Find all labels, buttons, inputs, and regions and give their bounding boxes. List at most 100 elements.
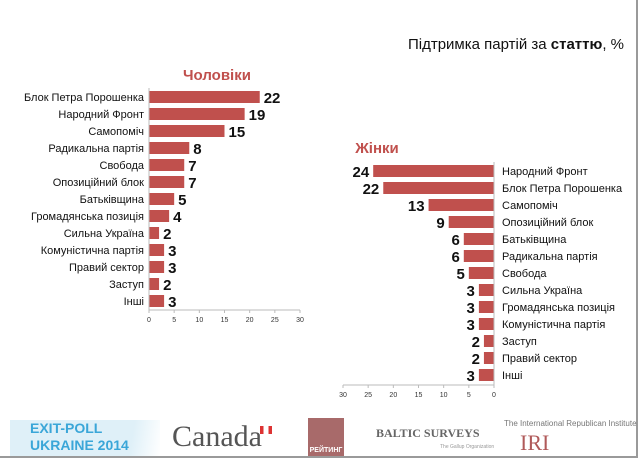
bar [149,261,165,273]
data-label: 24 [353,164,370,181]
x-tick-label: 15 [221,317,229,324]
category-label: Народний Фронт [58,109,144,121]
data-label: 4 [173,209,182,226]
bar [149,193,175,205]
x-tick-label: 5 [467,392,471,399]
exit-poll-logo: EXIT-POLL UKRAINE 2014 [10,420,160,456]
category-label: Опозиційний блок [502,217,593,229]
x-tick-label: 30 [339,392,347,399]
x-tick-label: 0 [147,317,151,324]
data-label: 3 [168,294,176,311]
category-label: Народний Фронт [502,166,588,178]
bar [463,250,494,262]
category-label: Правий сектор [502,353,577,365]
bar [149,210,170,222]
category-label: Радикальна партія [48,143,144,155]
bar [428,199,494,211]
category-label: Батьківщина [80,194,145,206]
data-label: 3 [168,243,176,260]
bar [383,182,494,194]
category-label: Громадянська позиція [31,211,144,223]
category-label: Радикальна партія [502,251,598,263]
data-label: 7 [188,175,196,192]
x-tick-label: 10 [440,392,448,399]
data-label: 22 [264,90,281,107]
data-label: 19 [249,107,266,124]
exit-line1: EXIT-POLL [30,420,103,436]
bar [149,227,160,239]
bar [149,91,260,103]
x-tick-label: 20 [389,392,397,399]
footer-logos: EXIT-POLL UKRAINE 2014 Canada РЕЙТИНГ BAL… [10,418,637,456]
bar [478,369,494,381]
x-tick-label: 15 [415,392,423,399]
bar [149,295,165,307]
baltic-surveys-logo: BALTIC SURVEYS [376,426,480,440]
chart-title: Жінки [354,140,399,157]
category-label: Самопоміч [88,126,144,138]
data-label: 15 [229,124,246,141]
data-label: 3 [168,260,176,277]
title-prefix: Підтримка партій за [407,36,551,53]
bar [373,165,494,177]
x-tick-label: 25 [271,317,279,324]
data-label: 3 [467,283,475,300]
bar [483,335,494,347]
category-label: Комуністична партія [502,319,605,331]
category-label: Блок Петра Порошенка [502,183,623,195]
bar [149,176,185,188]
category-label: Сильна Україна [502,285,583,297]
rating-logo: РЕЙТИНГ [308,418,344,456]
data-label: 2 [472,334,480,351]
category-label: Блок Петра Порошенка [24,92,145,104]
data-label: 8 [193,141,201,158]
category-label: Правий сектор [69,262,144,274]
bar [149,159,185,171]
bar [149,108,245,120]
data-label: 5 [178,192,186,209]
data-label: 6 [451,232,459,249]
data-label: 2 [163,277,171,294]
chart-title: Чоловіки [183,67,251,84]
category-label: Опозиційний блок [53,177,144,189]
x-tick-label: 30 [296,317,304,324]
exit-line2: UKRAINE 2014 [30,437,129,453]
iri-logo: IRI [520,430,550,455]
x-tick-label: 25 [364,392,372,399]
bar [149,244,165,256]
category-label: Свобода [100,160,145,172]
category-label: Комуністична партія [41,245,144,257]
category-label: Сильна Україна [64,228,145,240]
data-label: 3 [467,368,475,385]
category-label: Інші [502,370,522,382]
data-label: 6 [451,249,459,266]
bar [448,216,494,228]
data-label: 2 [472,351,480,368]
data-label: 22 [363,181,380,198]
title-bold: статтю [550,36,603,53]
slide-title: Підтримка партій за статтю, % [408,36,624,53]
category-label: Заступ [109,279,144,291]
data-label: 2 [163,226,171,243]
x-tick-label: 20 [246,317,254,324]
bar [149,125,225,137]
bar [463,233,494,245]
bar [149,142,190,154]
category-label: Інші [124,296,144,308]
data-label: 3 [467,300,475,317]
x-tick-label: 0 [492,392,496,399]
category-label: Свобода [502,268,547,280]
category-label: Самопоміч [502,200,558,212]
data-label: 13 [408,198,425,215]
iri-full-name: The International Republican Institute [504,419,637,428]
category-label: Громадянська позиція [502,302,615,314]
canada-flag-icon [260,426,272,434]
x-tick-label: 5 [172,317,176,324]
title-suffix: , % [602,36,624,53]
canada-logo: Canada [172,420,262,453]
bar [483,352,494,364]
bar [149,278,160,290]
bar [478,284,494,296]
